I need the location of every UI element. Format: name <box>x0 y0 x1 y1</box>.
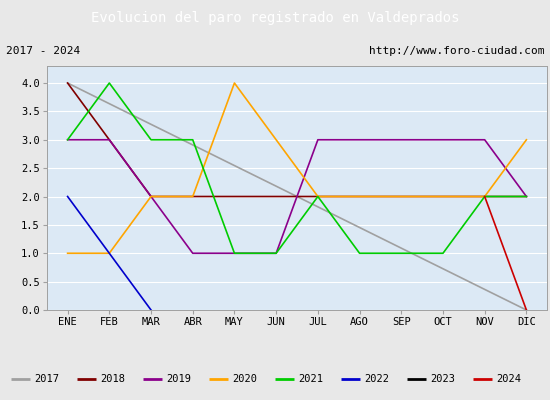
Text: http://www.foro-ciudad.com: http://www.foro-ciudad.com <box>369 46 544 56</box>
Text: 2022: 2022 <box>364 374 389 384</box>
Text: 2024: 2024 <box>496 374 521 384</box>
Text: 2021: 2021 <box>298 374 323 384</box>
Text: 2020: 2020 <box>232 374 257 384</box>
Text: 2023: 2023 <box>430 374 455 384</box>
Text: 2019: 2019 <box>166 374 191 384</box>
Text: 2018: 2018 <box>100 374 125 384</box>
Text: 2017 - 2024: 2017 - 2024 <box>6 46 80 56</box>
Text: Evolucion del paro registrado en Valdeprados: Evolucion del paro registrado en Valdepr… <box>91 11 459 25</box>
Text: 2017: 2017 <box>34 374 59 384</box>
